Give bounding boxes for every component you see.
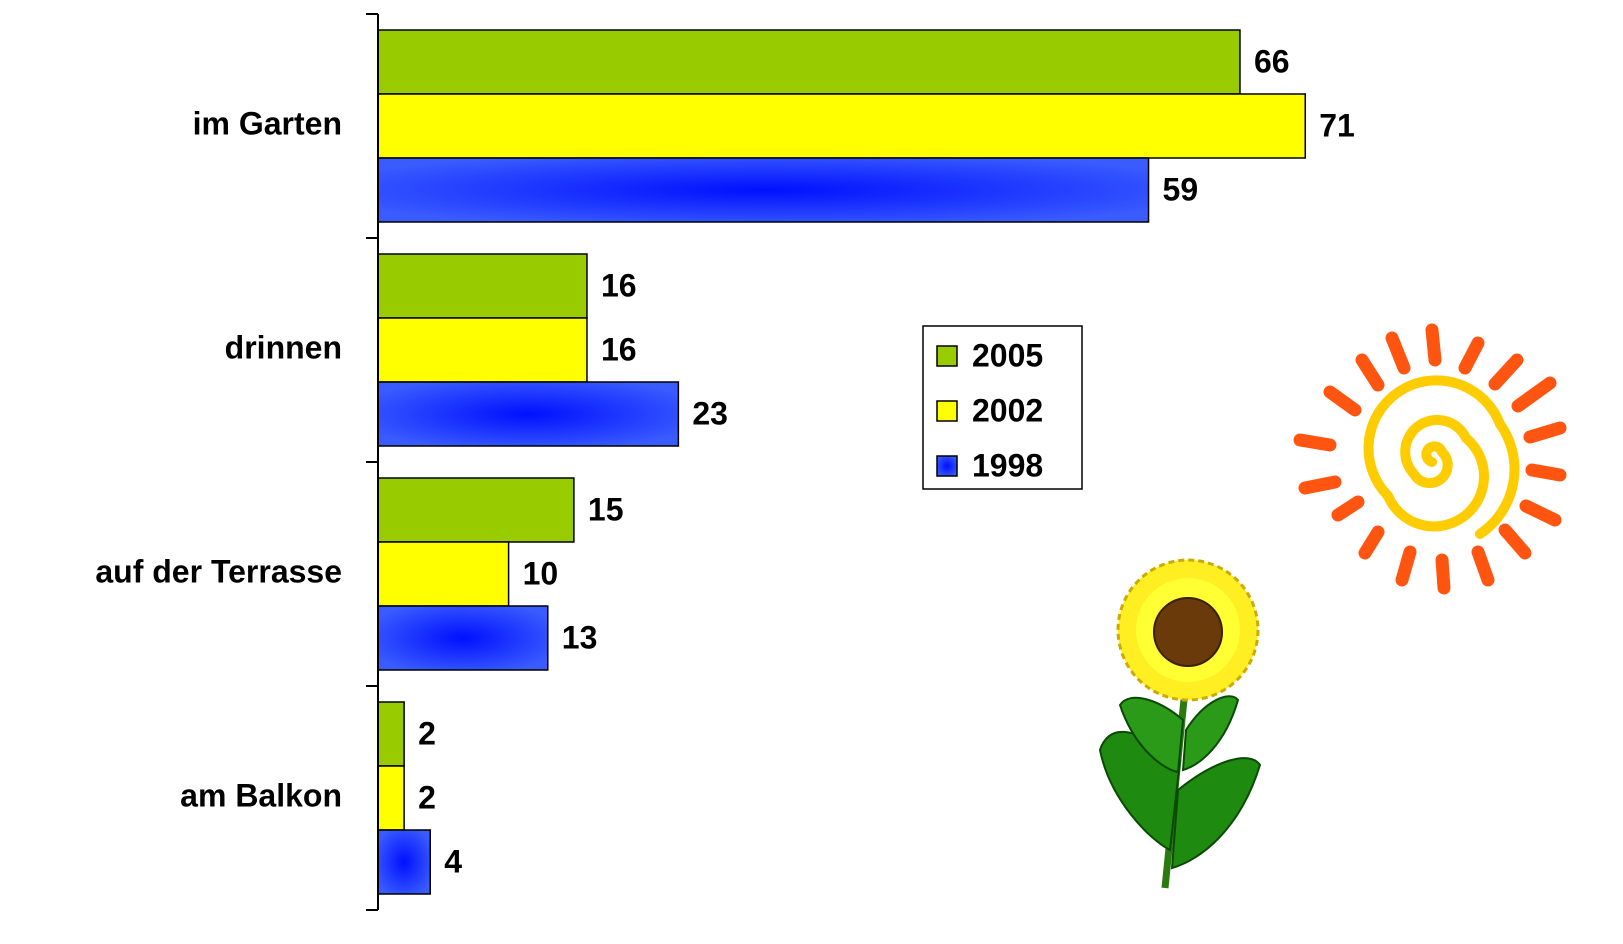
bar <box>377 317 588 383</box>
legend-swatch <box>936 400 958 422</box>
leaf <box>1181 695 1240 772</box>
category-label: im Garten <box>193 105 342 141</box>
leaf <box>1118 696 1185 774</box>
sun-spiral <box>1363 375 1520 539</box>
category-label: am Balkon <box>180 777 342 813</box>
leaf <box>1170 757 1262 870</box>
value-label: 4 <box>444 843 462 879</box>
sun <box>1293 323 1567 595</box>
category-label: drinnen <box>225 329 342 365</box>
legend-swatch <box>936 455 958 477</box>
value-label: 16 <box>601 267 637 303</box>
bar <box>377 93 1307 159</box>
bar <box>377 701 405 767</box>
value-label: 59 <box>1163 171 1199 207</box>
legend-label: 2002 <box>972 392 1043 428</box>
legend: 2005 2002 1998 <box>936 337 1043 483</box>
value-label: 16 <box>601 331 637 367</box>
value-label: 66 <box>1254 43 1290 79</box>
legend-label: 2005 <box>972 337 1043 373</box>
flower-center <box>1153 597 1223 667</box>
decoration <box>1098 323 1567 889</box>
plot: im Garten 66 71 59 drinnen 16 16 23 auf der Terr… <box>95 13 1355 911</box>
legend-label: 1998 <box>972 447 1043 483</box>
bar <box>377 541 510 607</box>
value-label: 15 <box>588 491 624 527</box>
value-label: 13 <box>562 619 598 655</box>
legend-swatch <box>936 345 958 367</box>
category-label: auf der Terrasse <box>95 553 342 589</box>
value-label: 23 <box>692 395 728 431</box>
bar <box>377 829 431 895</box>
bar <box>377 157 1150 223</box>
bar <box>377 477 575 543</box>
bar <box>377 253 588 319</box>
bar <box>377 381 680 447</box>
bar <box>377 605 549 671</box>
bar <box>377 29 1241 95</box>
value-label: 2 <box>418 779 436 815</box>
value-label: 10 <box>523 555 559 591</box>
bar <box>377 765 405 831</box>
value-label: 2 <box>418 715 436 751</box>
value-label: 71 <box>1319 107 1355 143</box>
